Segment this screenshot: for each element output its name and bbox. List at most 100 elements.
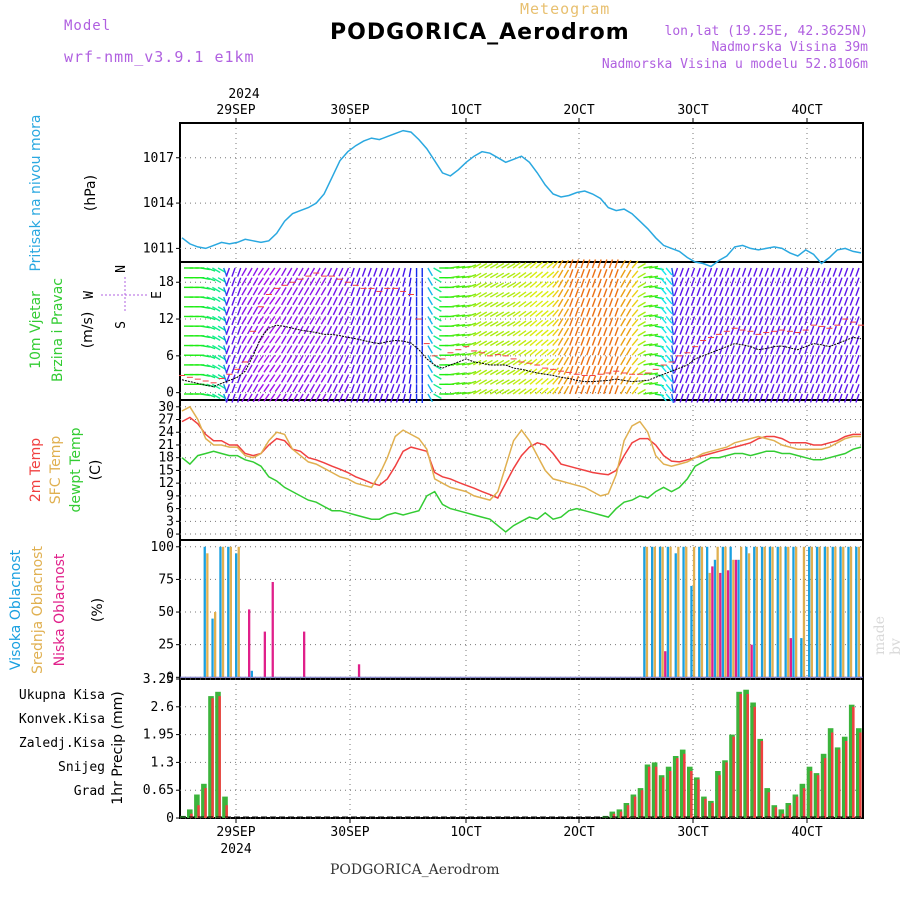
wind-arrow [747,306,752,316]
precip-conv-bar [725,762,728,818]
wind-arrow [257,277,264,286]
wind-arrow [770,277,775,287]
wind-arrow [637,359,646,366]
wind-arrow [620,356,626,366]
wind-arrow [649,382,659,385]
wind-arrow [367,374,372,384]
wind-arrow [775,345,781,355]
wind-arrow [450,314,460,318]
wind-arrow [671,345,675,355]
wind-arrow [736,306,741,316]
wind-arrow [280,335,287,344]
wind-arrow [586,336,591,346]
wind-arrow [580,346,585,356]
wind-arrow [552,328,560,337]
wind-arrow [603,375,608,385]
precip-conv-bar [809,771,813,818]
wind-arrow [552,376,560,385]
wind-arrow [747,393,752,403]
wind-arrow [241,335,248,344]
wind-arrow [690,267,696,277]
wind-arrow [252,325,259,335]
wind-arrow [625,327,632,337]
wind-arrow [540,281,549,288]
wind-arrow [855,384,860,394]
wind-arrow [792,384,798,394]
wind-arrow [315,267,321,277]
wind-arrow [529,300,538,308]
wind-arrow [730,335,735,345]
wind-arrow [501,321,510,327]
wind-arrow [506,369,516,376]
wind-arrow [338,267,344,277]
wind-arrow [373,287,378,297]
wind-arrow [546,300,555,308]
wind-arrow [792,345,798,355]
wind-arrow [344,287,350,296]
wind-arrow [649,304,659,308]
wind-arrow [821,306,826,316]
wind-arrow [241,364,248,374]
wind-arrow [849,384,854,394]
wind-arrow [736,364,741,374]
wind-arrow [775,287,781,297]
wind-arrow [849,325,854,335]
wind-arrow [350,325,355,335]
wind-arrow [225,287,231,297]
wind-arrow [523,310,533,318]
wind-arrow [843,364,849,374]
wind-arrow [433,344,442,351]
wind-arrow [263,316,270,325]
cloud-bar [643,546,646,678]
wind-arrow [231,374,236,384]
wind-arrow [838,325,843,335]
wind-arrow [821,267,826,277]
wind-arrow [456,382,466,385]
wind-arrow [832,306,837,316]
cloud-side-label-0: Visoka Oblacnost [8,549,24,670]
precip-total-bar [806,766,813,818]
wind-arrow [390,393,395,403]
wind-arrow [246,354,253,364]
wind-arrow [673,354,679,364]
wind-arrow [292,364,299,374]
wind-arrow [787,287,792,297]
wind-arrow [231,335,236,345]
wind-arrow [292,393,299,403]
wind-arrow [280,374,287,383]
wind-arrow [489,350,499,356]
precip-conv-bar [774,807,778,818]
wind-arrow [518,388,527,395]
cloud-bar [784,546,787,678]
wind-arrow [361,296,367,306]
wind-arrow [580,268,585,278]
wind-arrow [246,296,253,306]
wind-arrow [625,376,632,385]
wind-arrow [685,374,690,384]
wind-arrow [696,277,701,287]
wind-arrow [685,287,690,297]
wind-arrow [303,267,310,277]
wind-arrow [327,374,333,384]
wind-arrow [702,316,707,326]
cloud-bar [818,546,821,678]
wind-arrow [274,345,282,354]
wind-arrow [843,306,849,316]
precip-total-bar [764,788,770,818]
wind-arrow [367,316,372,326]
wind-arrow [758,364,764,374]
wind-arrow [518,262,527,269]
wind-arrow [741,277,747,287]
wind-arrow [384,374,389,384]
wind-arrow [631,289,639,298]
wind-arrow [540,377,549,385]
temp-side-label-0: 2m Temp [28,438,44,502]
precip-total-bar [771,805,778,818]
wind-arrow [690,384,696,394]
wind-arrow [826,267,832,277]
wind-arrow [540,271,549,279]
wind-arrow [696,345,701,355]
wind-arrow [591,259,597,269]
wind-arrow [467,283,477,289]
wind-arrow [838,287,843,297]
